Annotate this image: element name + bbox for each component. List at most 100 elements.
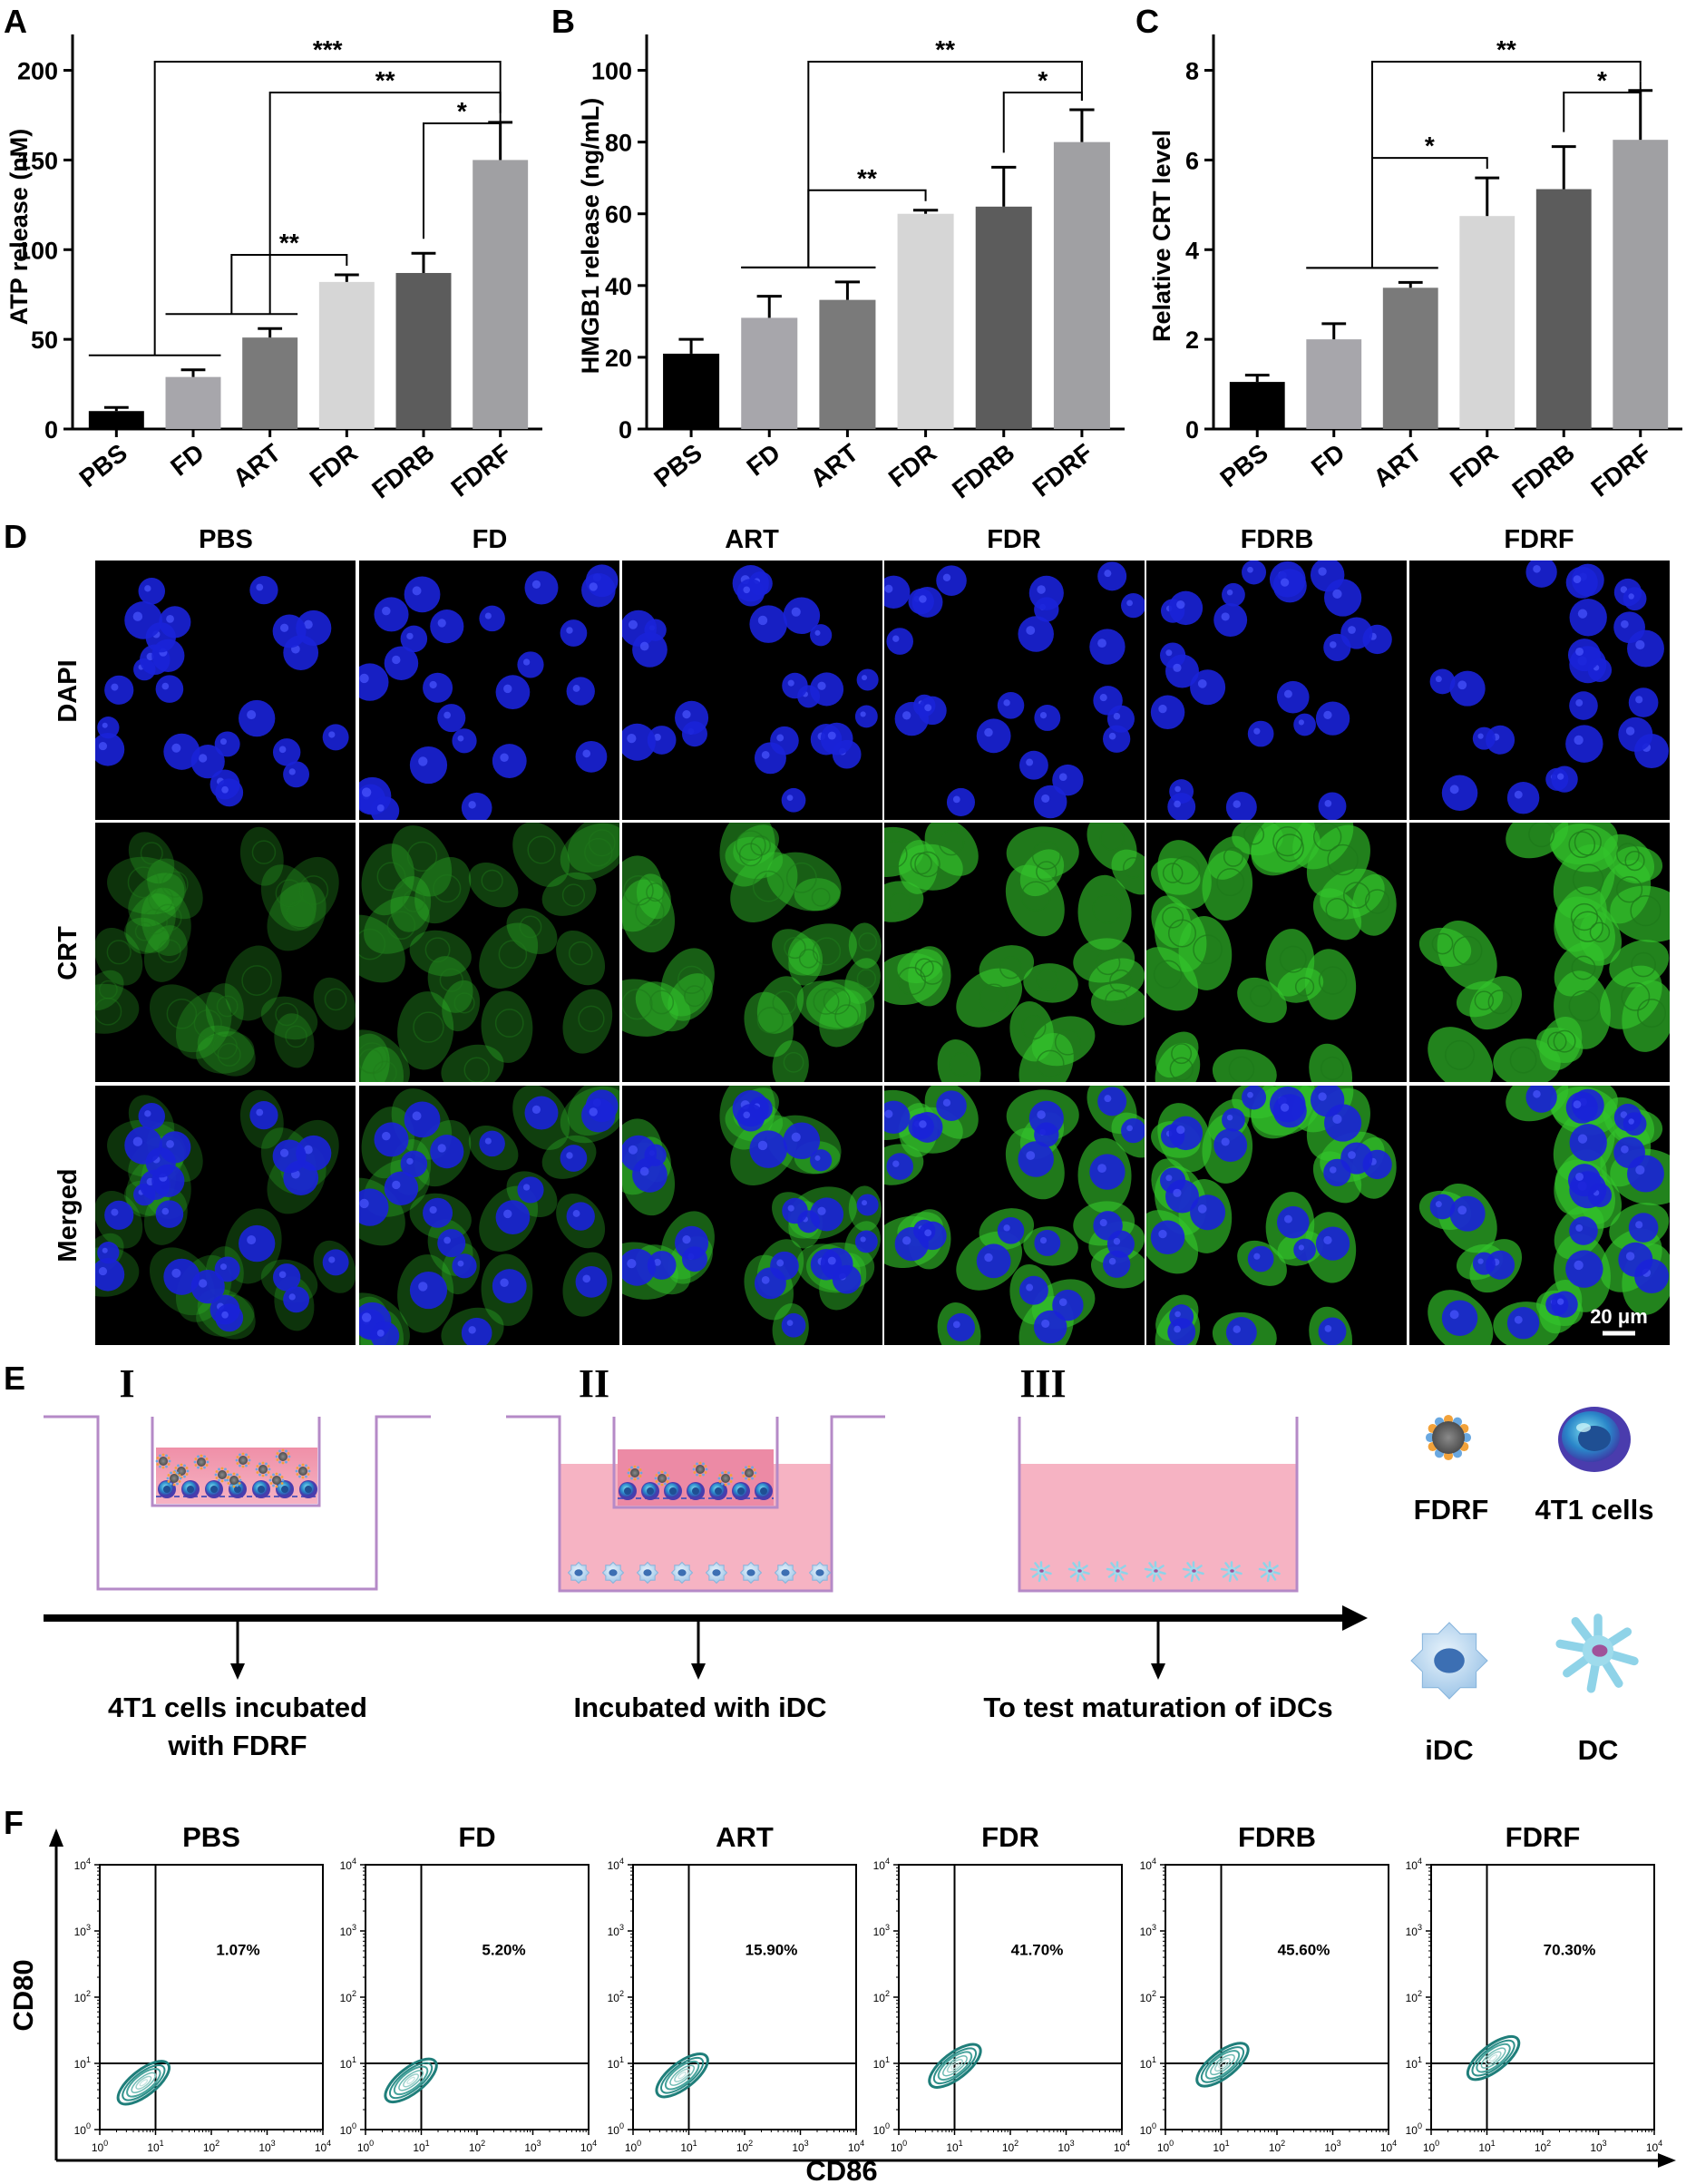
legend-4t1-label: 4T1 cells	[1535, 1494, 1654, 1526]
flow-cytometry-panel: CD80 CD86 PBS100100101101102102103103104…	[7, 1821, 1676, 2184]
bar-fdrf	[1053, 141, 1110, 430]
x-tick-label: FDR	[305, 438, 363, 492]
quadrant-percent: 15.90%	[746, 1941, 798, 1958]
x-tick-label: FDR	[883, 438, 941, 492]
y-tick-label: 104	[340, 1857, 356, 1872]
x-tick-label: 104	[315, 2139, 331, 2154]
x-tick-label: PBS	[1214, 438, 1272, 492]
bar-pbs	[1229, 382, 1285, 429]
micro-image-merged-pbs	[95, 1086, 356, 1345]
transwell-schematic: I II III	[44, 1361, 1653, 1766]
flow-plot-title: ART	[716, 1821, 774, 1853]
significance-bracket	[1371, 157, 1488, 268]
bar-fd	[165, 376, 221, 429]
panel-label-d: D	[4, 518, 27, 555]
cd86-label: CD86	[805, 2155, 877, 2184]
y-tick-label: 200	[17, 58, 58, 85]
y-tick-label: 100	[591, 58, 632, 85]
x-tick-label: 102	[1269, 2139, 1285, 2154]
column-header-fd: FD	[473, 525, 508, 554]
x-tick-label: 103	[1057, 2139, 1074, 2154]
x-tick-label: 101	[147, 2139, 163, 2154]
y-tick-label: 40	[605, 273, 632, 300]
significance-label: **	[1496, 35, 1516, 63]
y-tick-label: 103	[340, 1923, 356, 1938]
significance-label: **	[857, 164, 877, 192]
y-tick-label: 6	[1185, 147, 1199, 174]
micro-image-merged-art	[622, 1086, 882, 1345]
significance-bracket	[153, 61, 502, 356]
significance-label: *	[457, 97, 467, 125]
x-tick-label: FD	[165, 438, 210, 481]
population-contour	[1466, 2034, 1521, 2082]
bar-fdrf	[473, 160, 529, 429]
significance-label: **	[279, 229, 299, 257]
quadrant-percent: 70.30%	[1544, 1941, 1596, 1958]
x-tick-label: 104	[1380, 2139, 1397, 2154]
bar-fdrf	[1613, 140, 1669, 429]
y-tick-label: 103	[608, 1923, 624, 1938]
micro-image-merged-fdrf	[1409, 1086, 1670, 1345]
x-tick-label: 100	[92, 2139, 108, 2154]
bar-chart-relative-crt: Relative CRT level 0 2 4 6 8 PBS FD ART FDR FDRB F…	[1148, 34, 1682, 504]
x-tick-label: 100	[357, 2139, 374, 2154]
legend-fdrf-label: FDRF	[1414, 1494, 1489, 1526]
column-header-pbs: PBS	[199, 525, 253, 554]
quadrant-percent: 41.70%	[1011, 1941, 1064, 1958]
significance-bracket	[807, 189, 927, 268]
panel-label-a: A	[4, 3, 27, 40]
legend-dc: DC	[1555, 1614, 1639, 1766]
bar-fdrb	[975, 206, 1032, 429]
x-tick-label: FDR	[1445, 438, 1503, 492]
y-tick-label: 102	[873, 1989, 890, 2004]
flow-plot-frame	[99, 1864, 324, 2130]
x-tick-label: FD	[1306, 438, 1350, 481]
timeline-arrowhead	[1342, 1605, 1368, 1631]
row-header-dapi: DAPI	[54, 659, 83, 722]
significance-bracket	[807, 61, 1083, 268]
x-tick-label: FDRF	[445, 438, 516, 502]
bar-fdrb	[395, 272, 452, 429]
well-step-1	[44, 1415, 431, 1591]
row-header-merged: Merged	[54, 1168, 83, 1262]
x-tick-label: ART	[805, 438, 863, 492]
immature-dc-icon	[1410, 1622, 1488, 1700]
bar-art	[819, 299, 876, 429]
bar-fdrb	[1535, 189, 1592, 429]
bar-pbs	[88, 411, 144, 429]
bar-art	[242, 337, 298, 429]
caption-step1-line1: 4T1 cells incubated	[108, 1692, 367, 1723]
x-tick-label: 103	[258, 2139, 275, 2154]
x-tick-label: 101	[946, 2139, 962, 2154]
micro-image-dapi-art	[622, 561, 882, 820]
tumor-cell-icon	[1558, 1407, 1631, 1472]
row-header-crt: CRT	[54, 926, 83, 980]
micro-image-merged-fdrb	[1146, 1086, 1407, 1345]
x-tick-label: 102	[736, 2139, 753, 2154]
column-header-fdrf: FDRF	[1504, 525, 1574, 554]
significance-label: ***	[313, 35, 343, 63]
x-tick-label: FDRF	[1586, 438, 1657, 502]
bar-fdr	[897, 213, 954, 429]
bar-chart-hmgb1-release: HMGB1 release (ng/mL) 0 20 40 60 80 100 PBS FD A…	[577, 34, 1125, 504]
flow-plot-title: PBS	[182, 1821, 240, 1853]
y-tick-label: 102	[608, 1989, 624, 2004]
x-tick-label: FDRB	[947, 438, 1019, 503]
micro-image-crt-fdrb	[1146, 823, 1407, 1082]
population-contour	[1195, 2042, 1250, 2088]
y-tick-label: 100	[1140, 2121, 1156, 2137]
y-axis-label: HMGB1 release (ng/mL)	[577, 98, 604, 375]
microscopy-grid: PBS FD ART FDR FDRB FDRF DAPI CRT Merged…	[54, 525, 1670, 1345]
x-tick-label: 102	[1535, 2139, 1551, 2154]
x-tick-label: 103	[1324, 2139, 1340, 2154]
well-step-2	[506, 1415, 885, 1593]
well-step-3	[1018, 1417, 1299, 1593]
y-axis-label: Relative CRT level	[1148, 130, 1175, 342]
x-tick-label: 101	[680, 2139, 697, 2154]
x-tick-label: 104	[1114, 2139, 1130, 2154]
significance-bracket	[268, 92, 502, 315]
y-tick-label: 104	[74, 1857, 91, 1872]
